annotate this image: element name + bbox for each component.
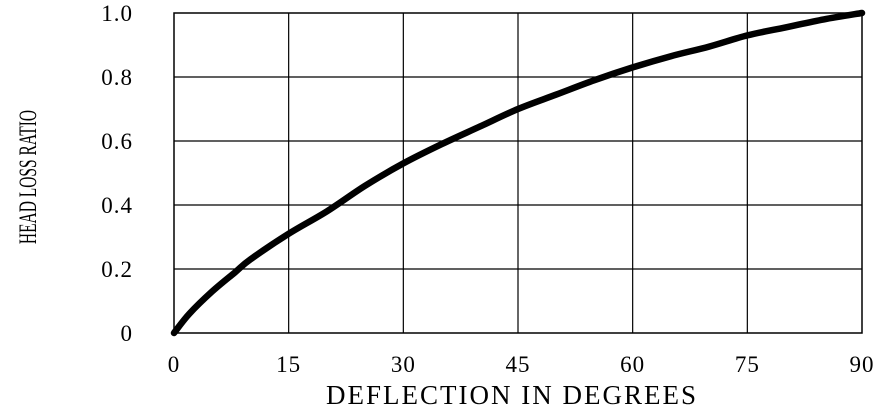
- y-tick-label: 0.8: [101, 65, 133, 90]
- y-tick-label: 0.4: [101, 193, 133, 218]
- y-axis-label: HEAD LOSS RATIO: [14, 110, 42, 244]
- y-tick-labels: 0 0.2 0.4 0.6 0.8 1.0: [101, 1, 134, 346]
- y-tick-label: 0: [121, 321, 134, 346]
- x-axis-label: DEFLECTION IN DEGREES: [326, 380, 698, 410]
- x-tick-label: 60: [620, 352, 645, 377]
- plot-border: [173, 12, 863, 334]
- series-line: [170, 9, 866, 337]
- y-tick-label: 1.0: [101, 1, 133, 26]
- x-tick-label: 75: [735, 352, 760, 377]
- x-tick-label: 15: [276, 352, 301, 377]
- x-tick-label: 0: [168, 352, 181, 377]
- y-tick-label: 0.2: [101, 257, 133, 282]
- grid-lines: [174, 13, 862, 333]
- x-tick-labels: 0 15 30 45 60 75 90: [168, 352, 875, 377]
- x-tick-label: 30: [391, 352, 416, 377]
- series-layer: [170, 9, 866, 337]
- y-tick-label: 0.6: [101, 129, 133, 154]
- x-tick-label: 90: [850, 352, 875, 377]
- x-tick-label: 45: [506, 352, 531, 377]
- plot-frame: [173, 12, 863, 334]
